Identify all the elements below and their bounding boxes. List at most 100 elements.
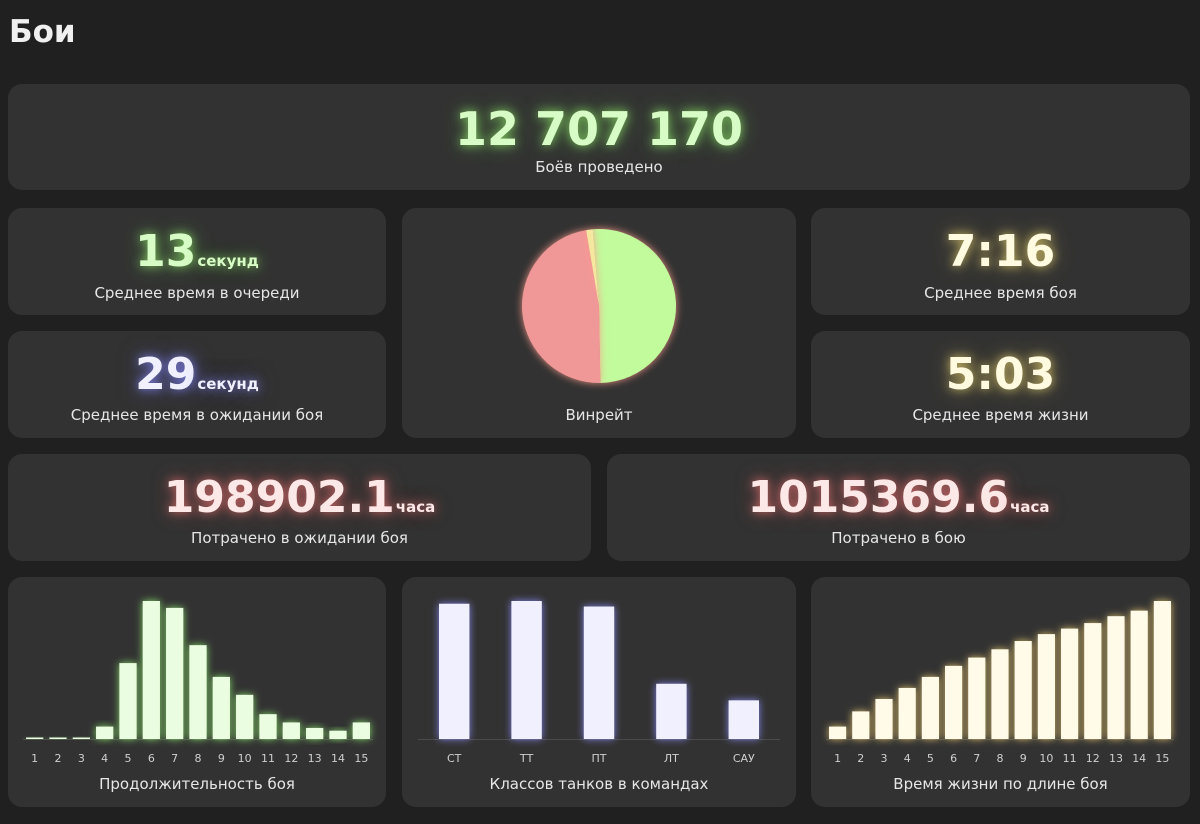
spent-battle-value-line: 1015369.6часа (607, 476, 1190, 520)
tick-label-5: 5 (927, 752, 934, 765)
duration-chart-card: 1 2 3 4 5 6 7 8 9 10 11 12 13 14 15 Продолжительность … (8, 577, 386, 807)
bar-13 (306, 727, 324, 739)
winrate-card: Винрейт (402, 208, 796, 438)
battle-time-value: 7:16 (945, 226, 1056, 277)
queue-time-unit: секунд (197, 252, 259, 270)
tick-label-12: 12 (1086, 752, 1100, 765)
tick-label-9: 9 (218, 752, 225, 765)
tick-label-4: 4 (101, 752, 108, 765)
spent-battle-label: Потрачено в бою (831, 529, 966, 547)
life-chart-card: 1 2 3 4 5 6 7 8 9 10 11 12 13 14 15 Время жизни по дли… (811, 577, 1190, 807)
spent-battle-card: 1015369.6часа Потрачено в бою (607, 454, 1190, 561)
tick-label-5: 5 (125, 752, 132, 765)
bar-ЛТ (656, 683, 687, 739)
bar-3 (875, 698, 893, 739)
bar-11 (1061, 628, 1079, 739)
bar-10 (1037, 634, 1055, 739)
bar-15 (352, 722, 370, 739)
bar-9 (212, 676, 230, 739)
bar-14 (1130, 610, 1148, 739)
classes-chart-card: СТ ТТ ПТ ЛТ САУ Классов танков в командах (402, 577, 796, 807)
tick-label-1: 1 (834, 752, 841, 765)
spent-battle-value: 1015369.6 (747, 472, 1010, 523)
battle-time-card: 7:16 Среднее время боя (811, 208, 1190, 315)
queue-time-value: 13 (135, 226, 197, 277)
tick-label-6: 6 (950, 752, 957, 765)
tick-label-6: 6 (148, 752, 155, 765)
bar-10 (236, 694, 254, 739)
tick-label-ТТ: ТТ (519, 752, 534, 765)
total-battles-label: Боёв проведено (535, 158, 663, 176)
duration-bar-chart: 1 2 3 4 5 6 7 8 9 10 11 12 13 14 15 (23, 601, 373, 765)
winrate-label: Винрейт (565, 406, 633, 424)
tick-label-8: 8 (997, 752, 1004, 765)
battle-time-label: Среднее время боя (924, 284, 1077, 302)
bar-12 (1084, 623, 1102, 739)
bar-9 (1014, 641, 1032, 739)
tick-label-7: 7 (171, 752, 178, 765)
wait-time-value-line: 29секунд (8, 353, 386, 397)
bar-2 (852, 711, 870, 739)
tick-label-15: 15 (1155, 752, 1169, 765)
tick-label-9: 9 (1020, 752, 1027, 765)
tick-label-САУ: САУ (733, 752, 755, 765)
tick-label-10: 10 (1039, 752, 1053, 765)
bar-1 (829, 726, 847, 739)
bar-САУ (728, 700, 760, 739)
bar-2 (49, 737, 67, 739)
bar-14 (329, 730, 347, 739)
spent-wait-card: 198902.1часа Потрачено в ожидании боя (8, 454, 591, 561)
spent-wait-value-line: 198902.1часа (8, 476, 591, 520)
bar-13 (1107, 616, 1125, 739)
tick-label-11: 11 (1063, 752, 1077, 765)
page-title: Бои (9, 14, 76, 50)
bar-ТТ (511, 601, 542, 739)
bar-7 (968, 657, 986, 739)
bar-1 (26, 737, 44, 739)
bar-4 (96, 726, 114, 739)
pie-slice-1 (592, 229, 676, 383)
bar-6 (945, 665, 963, 739)
spent-wait-unit: часа (395, 498, 436, 516)
bar-5 (119, 663, 137, 739)
spent-wait-label: Потрачено в ожидании боя (191, 529, 408, 547)
bar-СТ (438, 603, 470, 739)
winrate-pie-chart (522, 229, 676, 383)
life-chart-title: Время жизни по длине боя (893, 775, 1108, 793)
spent-wait-value: 198902.1 (163, 472, 395, 523)
tick-label-ЛТ: ЛТ (664, 752, 679, 765)
bar-3 (72, 737, 90, 739)
wait-time-card: 29секунд Среднее время в ожидании боя (8, 331, 386, 438)
tick-label-8: 8 (195, 752, 202, 765)
bar-12 (282, 722, 300, 739)
duration-chart-title: Продолжительность боя (99, 775, 295, 793)
bar-7 (166, 607, 184, 739)
life-time-value: 5:03 (945, 349, 1056, 400)
bar-8 (991, 649, 1009, 739)
tick-label-7: 7 (973, 752, 980, 765)
tick-label-3: 3 (78, 752, 85, 765)
tick-label-СТ: СТ (447, 752, 462, 765)
tick-label-14: 14 (1132, 752, 1146, 765)
tick-label-1: 1 (31, 752, 38, 765)
queue-time-value-line: 13секунд (8, 230, 386, 274)
queue-time-label: Среднее время в очереди (94, 284, 300, 302)
tick-label-12: 12 (284, 752, 298, 765)
classes-chart-title: Классов танков в командах (489, 775, 709, 793)
total-battles-value: 12 707 170 (454, 102, 744, 156)
tick-label-15: 15 (354, 752, 368, 765)
life-bar-chart: 1 2 3 4 5 6 7 8 9 10 11 12 13 14 15 (826, 601, 1174, 765)
tick-label-3: 3 (881, 752, 888, 765)
tick-label-ПТ: ПТ (592, 752, 607, 765)
life-time-label: Среднее время жизни (912, 406, 1089, 424)
bar-4 (898, 687, 916, 739)
wait-time-value: 29 (135, 349, 197, 400)
bar-8 (189, 645, 207, 739)
bar-5 (921, 676, 939, 739)
tick-label-10: 10 (238, 752, 252, 765)
tick-label-11: 11 (261, 752, 275, 765)
bar-11 (259, 714, 277, 739)
wait-time-unit: секунд (197, 375, 259, 393)
spent-battle-unit: часа (1010, 498, 1050, 516)
tick-label-2: 2 (857, 752, 864, 765)
